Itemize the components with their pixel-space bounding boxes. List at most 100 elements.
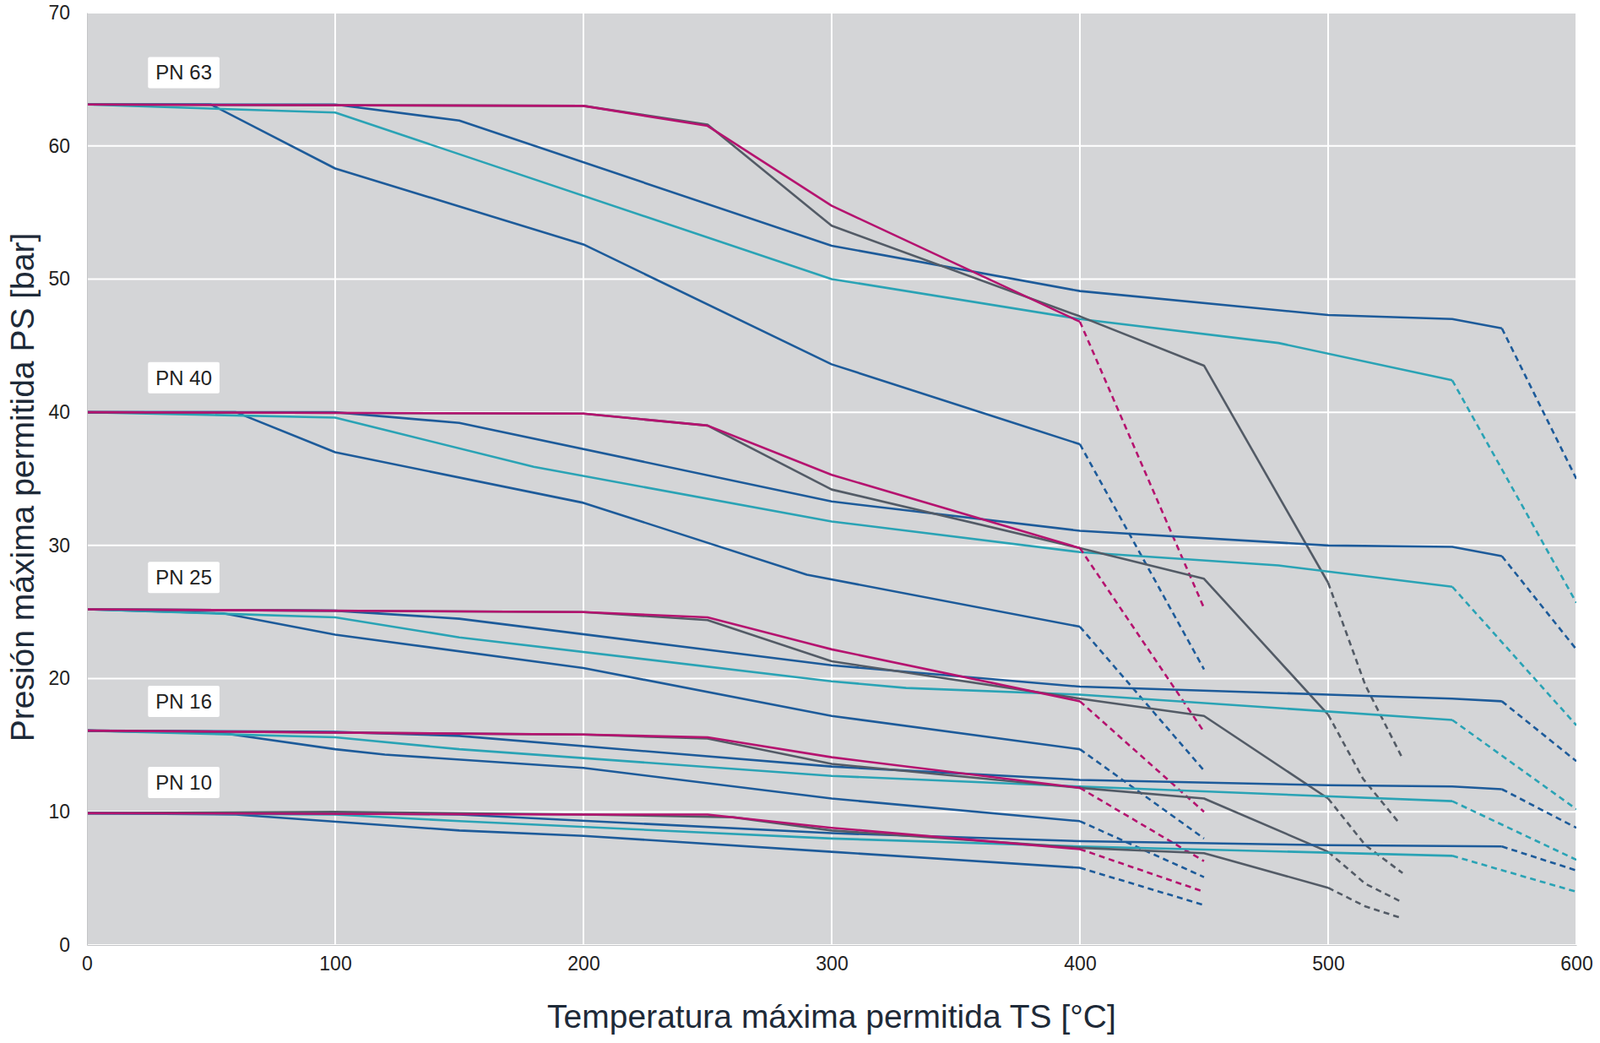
x-tick-label: 300 <box>815 952 848 975</box>
annotation-box <box>147 766 220 798</box>
annotation: PN 25 <box>147 561 220 593</box>
chart: PN 63PN 40PN 25PN 16PN 10010020030040050… <box>0 0 1600 1043</box>
series-line <box>1079 700 1205 812</box>
grid <box>86 12 1577 945</box>
x-tick-label: 400 <box>1063 952 1096 975</box>
x-tick: 100 <box>319 944 352 975</box>
series-line <box>86 730 1453 802</box>
series-line <box>86 730 1503 789</box>
y-tick: 0 <box>59 933 87 956</box>
series-line <box>86 609 1080 702</box>
series-line <box>86 412 1453 587</box>
grid-line <box>86 11 1577 14</box>
series-line <box>1502 328 1577 479</box>
series-line <box>86 412 1080 627</box>
y-tick: 10 <box>48 800 87 823</box>
y-axis-title: Presión máxima permitida PS [bar] <box>4 233 41 743</box>
y-tick-label: 50 <box>48 267 71 290</box>
x-tick-label: 600 <box>1560 952 1593 975</box>
y-tick-label: 30 <box>48 534 71 557</box>
annotation: PN 40 <box>147 362 220 394</box>
y-tick: 70 <box>48 1 87 24</box>
series-line <box>86 609 1080 750</box>
grid-line <box>1079 12 1081 945</box>
series-line <box>1079 321 1205 608</box>
series-line <box>86 813 1453 856</box>
series-line <box>86 730 1080 788</box>
annotations: PN 63 PN 40 PN 25 PN 16 PN 10 <box>147 56 220 798</box>
series-line <box>1079 848 1205 891</box>
series-line <box>1328 851 1403 903</box>
series-line <box>86 730 1080 821</box>
x-tick: 600 <box>1560 944 1593 975</box>
y-tick: 30 <box>48 534 87 557</box>
series-line <box>86 104 1453 380</box>
y-tick-label: 10 <box>48 800 71 823</box>
annotation: PN 16 <box>147 685 220 717</box>
series-line <box>1328 887 1403 918</box>
x-tick-label: 500 <box>1312 952 1345 975</box>
series-line <box>1452 855 1577 892</box>
grid-line <box>86 12 88 945</box>
series-line <box>86 811 1329 888</box>
annotation-box <box>147 685 220 717</box>
series-line <box>86 609 1503 702</box>
x-tick: 300 <box>815 944 848 975</box>
annotation-text: PN 63 <box>155 60 212 84</box>
series-line <box>86 104 1503 329</box>
x-tick: 500 <box>1312 944 1345 975</box>
series-line <box>1328 582 1403 759</box>
x-tick: 0 <box>81 944 93 975</box>
annotation-box <box>147 561 220 593</box>
series-line <box>86 104 1080 322</box>
annotation-text: PN 10 <box>155 770 212 794</box>
x-axis-title: Temperatura máxima permitida TS [°C] <box>547 997 1117 1035</box>
y-tick: 20 <box>48 667 87 689</box>
x-tick-label: 0 <box>81 952 93 975</box>
series-line <box>86 609 1453 721</box>
series-line <box>1502 846 1577 870</box>
x-tick-label: 100 <box>319 952 352 975</box>
series-line <box>86 412 1080 548</box>
y-tick-label: 60 <box>48 135 71 158</box>
plot-background <box>86 12 1577 945</box>
y-tick: 40 <box>48 401 87 424</box>
lines <box>86 104 1577 919</box>
x-tick: 200 <box>567 944 600 975</box>
series-line <box>1452 586 1577 726</box>
y-axis-line <box>86 13 88 946</box>
y-tick: 50 <box>48 267 87 290</box>
series-line <box>1452 379 1577 603</box>
annotation-text: PN 40 <box>155 366 212 390</box>
y-tick-label: 40 <box>48 401 71 424</box>
series-line <box>86 813 1503 847</box>
annotation: PN 10 <box>147 766 220 798</box>
grid-line <box>86 943 1577 946</box>
series-line <box>1328 714 1398 821</box>
x-tick: 400 <box>1063 944 1096 975</box>
series-line <box>86 104 1329 583</box>
grid-line <box>830 12 833 945</box>
series-line <box>1502 700 1577 761</box>
x-axis: 0 100 200 300 400 500 600 <box>81 944 1594 975</box>
series-line <box>86 104 1080 445</box>
y-tick: 60 <box>48 135 87 158</box>
y-tick-label: 0 <box>59 933 71 956</box>
series-line <box>1079 547 1205 733</box>
series-line <box>1502 788 1577 828</box>
grid-line <box>582 12 585 945</box>
series-line <box>86 412 1329 715</box>
annotation-text: PN 16 <box>155 689 212 713</box>
grid-line <box>86 145 1577 147</box>
annotation: PN 63 <box>147 56 220 88</box>
annotation-box <box>147 56 220 88</box>
x-axis-line <box>87 944 1578 946</box>
annotation-text: PN 25 <box>155 565 212 589</box>
series-line <box>1502 555 1577 649</box>
x-tick-label: 200 <box>567 952 600 975</box>
series-line <box>86 412 1503 556</box>
series-line <box>86 813 1080 850</box>
grid-line <box>334 12 337 945</box>
y-tick-label: 20 <box>48 667 71 689</box>
grid-line <box>86 677 1577 680</box>
